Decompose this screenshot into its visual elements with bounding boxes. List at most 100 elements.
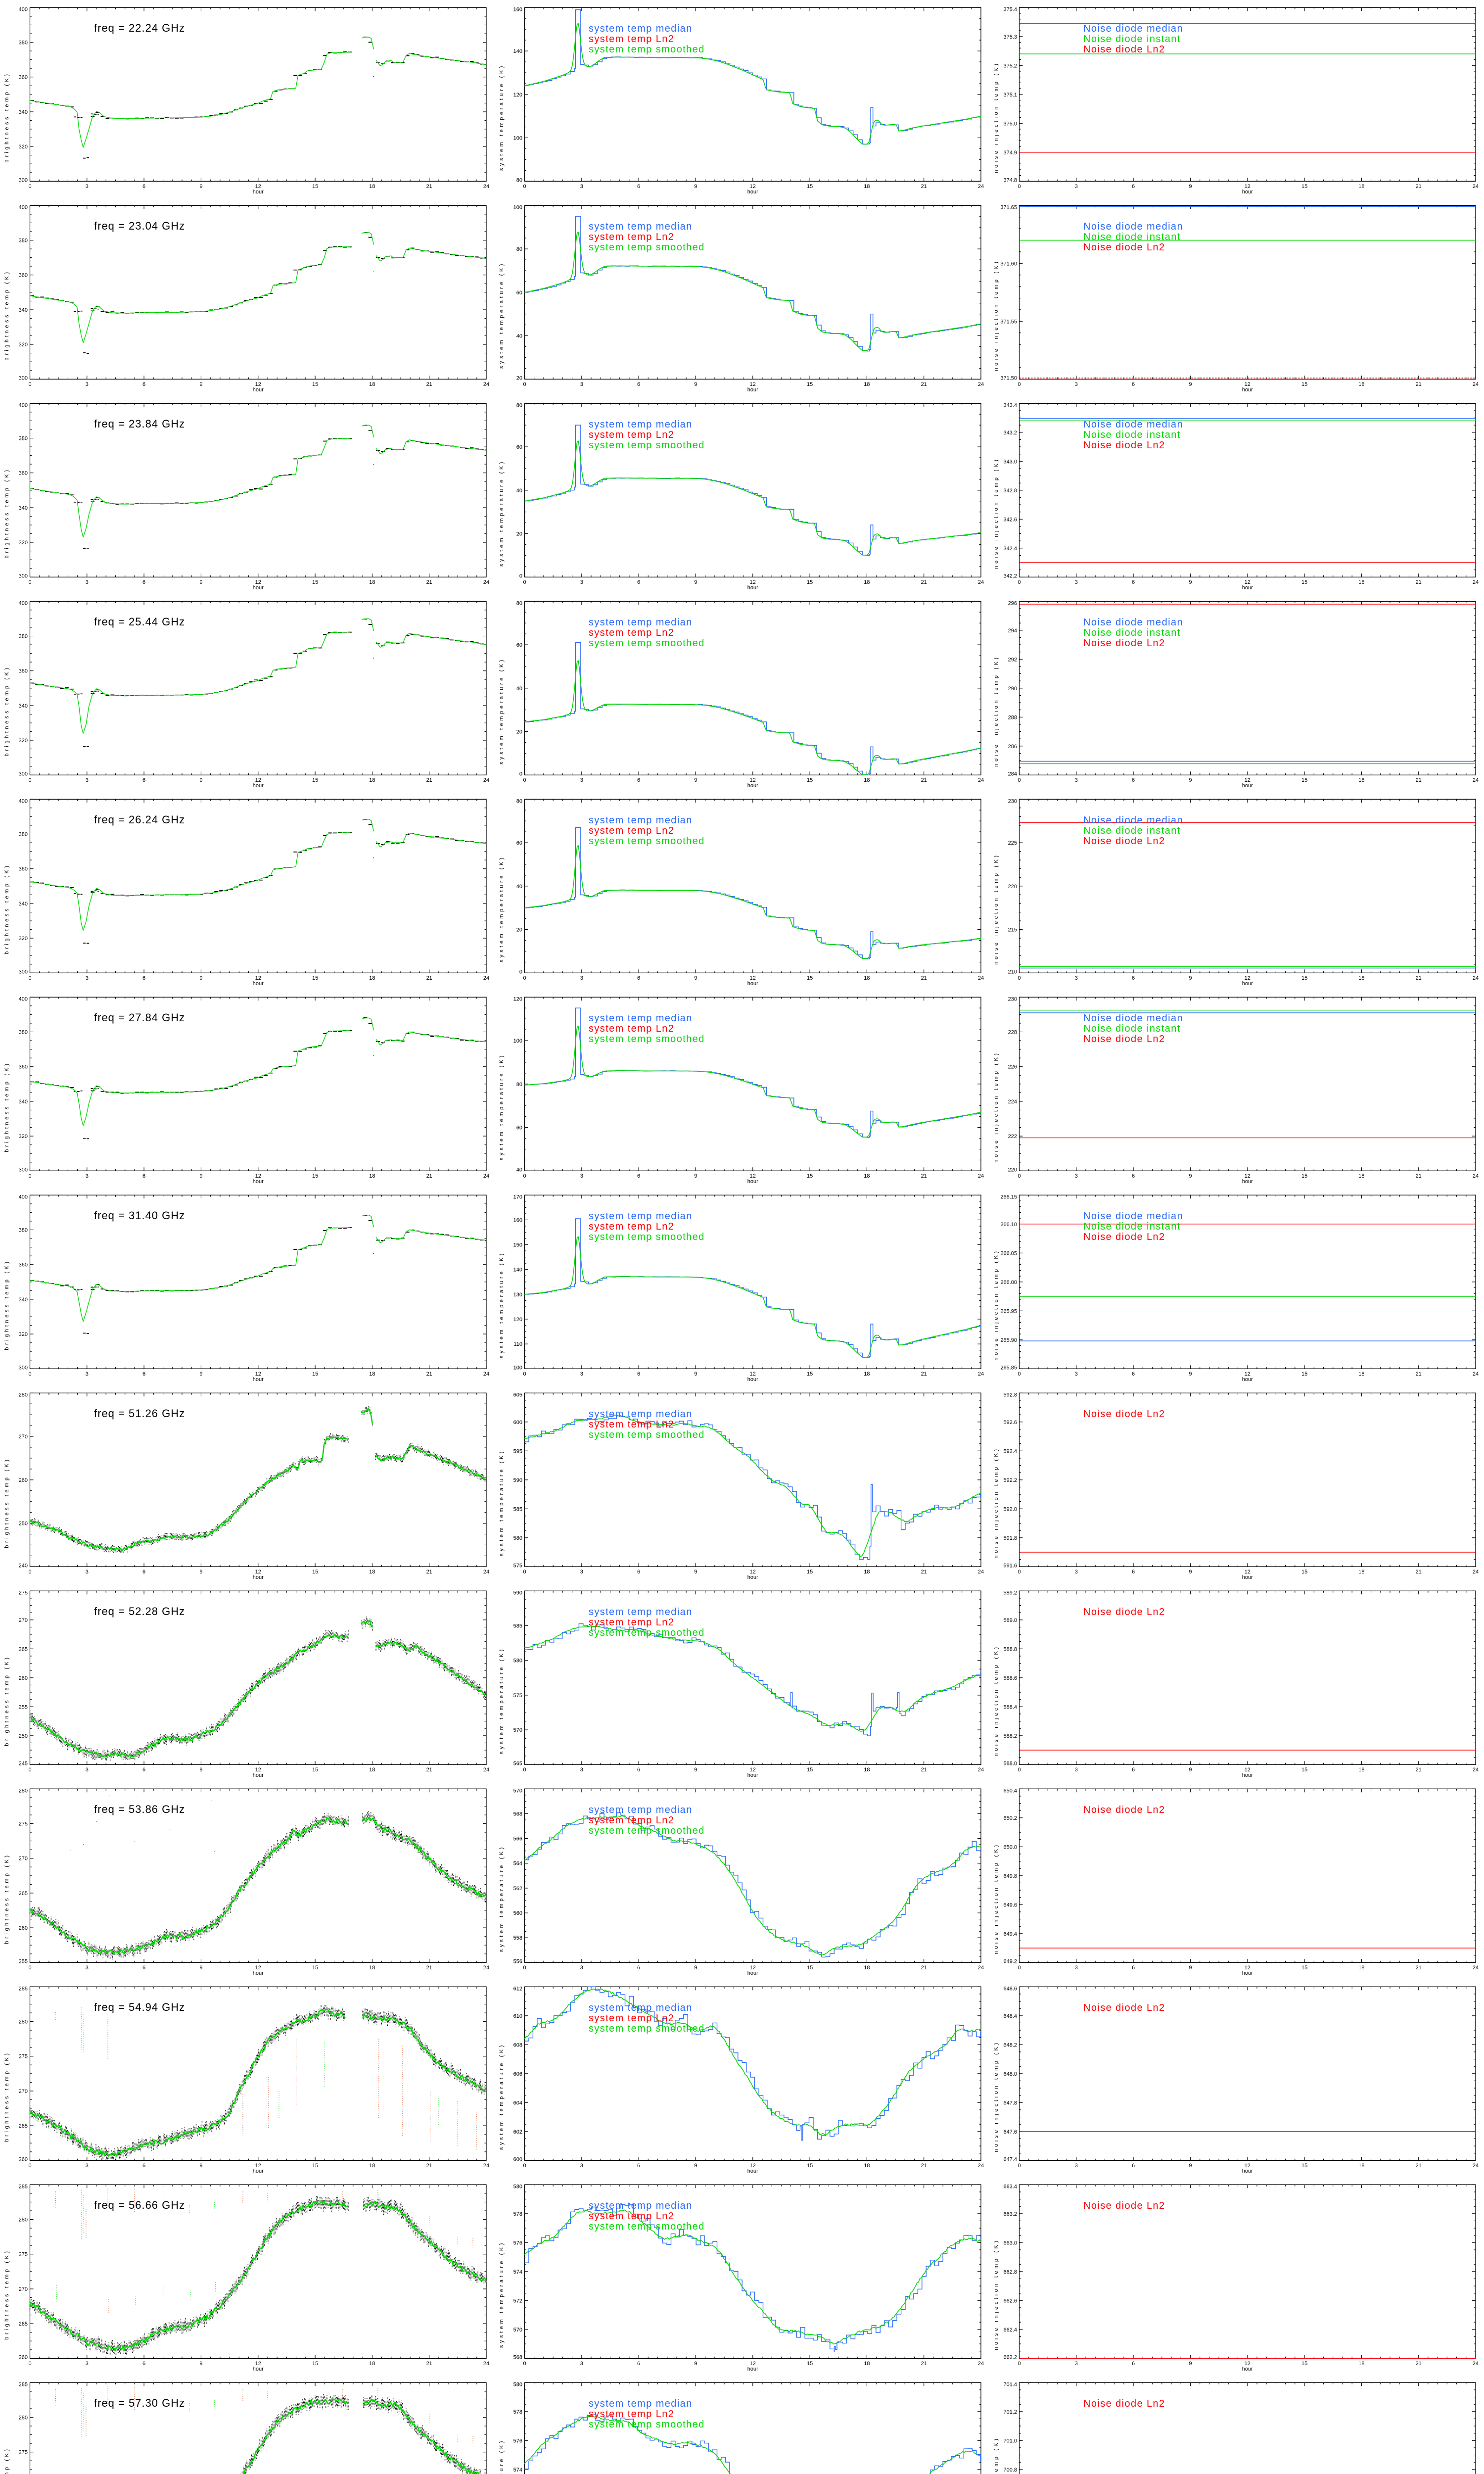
- svg-text:18: 18: [1358, 777, 1364, 783]
- svg-text:system temp Ln2: system temp Ln2: [589, 2211, 674, 2222]
- svg-text:20: 20: [516, 531, 522, 537]
- svg-text:380: 380: [19, 634, 28, 640]
- svg-text:21: 21: [921, 1767, 927, 1773]
- svg-text:3: 3: [580, 1569, 583, 1575]
- svg-text:12: 12: [255, 184, 261, 190]
- svg-text:9: 9: [1189, 381, 1192, 387]
- svg-text:system temp Ln2: system temp Ln2: [589, 232, 674, 242]
- svg-text:265.95: 265.95: [1000, 1308, 1017, 1314]
- svg-text:noise injection temp (K): noise injection temp (K): [993, 1447, 999, 1558]
- svg-text:9: 9: [1189, 2361, 1192, 2367]
- svg-text:9: 9: [694, 1767, 697, 1773]
- svg-text:system temp median: system temp median: [589, 2398, 693, 2409]
- svg-text:15: 15: [312, 1767, 318, 1773]
- svg-text:brightness temp (K): brightness temp (K): [4, 270, 10, 360]
- svg-text:245: 245: [19, 1760, 28, 1766]
- svg-text:noise injection temp (K): noise injection temp (K): [993, 61, 999, 173]
- svg-text:noise injection temp (K): noise injection temp (K): [993, 853, 999, 964]
- svg-text:380: 380: [19, 1228, 28, 1234]
- svg-text:15: 15: [807, 1173, 813, 1179]
- svg-text:0: 0: [1018, 2361, 1020, 2367]
- svg-text:120: 120: [513, 92, 522, 98]
- svg-text:noise injection temp (K): noise injection temp (K): [993, 259, 999, 371]
- svg-text:240: 240: [19, 1563, 28, 1569]
- svg-text:hour: hour: [747, 1377, 758, 1382]
- svg-text:15: 15: [1301, 975, 1307, 981]
- svg-text:freq = 25.44 GHz: freq = 25.44 GHz: [94, 616, 185, 628]
- svg-text:275: 275: [19, 2450, 28, 2456]
- svg-text:649.4: 649.4: [1003, 1931, 1017, 1937]
- svg-text:360: 360: [19, 471, 28, 476]
- svg-text:24: 24: [483, 579, 489, 585]
- svg-text:3: 3: [580, 777, 583, 783]
- svg-text:110: 110: [513, 1341, 522, 1347]
- svg-text:system temp median: system temp median: [589, 617, 693, 628]
- svg-text:3: 3: [86, 1767, 89, 1773]
- svg-text:260: 260: [19, 1925, 28, 1931]
- svg-text:6: 6: [1132, 777, 1135, 783]
- svg-text:374.8: 374.8: [1003, 177, 1017, 183]
- svg-text:565: 565: [513, 1760, 522, 1766]
- svg-text:0: 0: [28, 1569, 31, 1575]
- svg-text:343.2: 343.2: [1003, 430, 1017, 436]
- svg-text:6: 6: [1132, 2163, 1135, 2169]
- svg-text:210: 210: [1008, 969, 1017, 975]
- svg-text:0: 0: [28, 184, 31, 190]
- svg-text:freq = 23.04 GHz: freq = 23.04 GHz: [94, 220, 185, 232]
- svg-text:588.0: 588.0: [1003, 1760, 1017, 1766]
- svg-text:160: 160: [513, 1217, 522, 1223]
- svg-text:18: 18: [864, 1569, 870, 1575]
- svg-text:system temp median: system temp median: [589, 1211, 693, 1222]
- svg-text:15: 15: [312, 1569, 318, 1575]
- svg-text:576: 576: [513, 2438, 522, 2444]
- svg-text:3: 3: [1075, 1767, 1078, 1773]
- svg-text:21: 21: [1416, 1173, 1422, 1179]
- svg-text:12: 12: [1245, 2163, 1251, 2169]
- svg-text:380: 380: [19, 238, 28, 244]
- svg-text:system temp median: system temp median: [589, 1409, 693, 1420]
- svg-text:6: 6: [142, 975, 145, 981]
- svg-text:18: 18: [369, 381, 375, 387]
- svg-text:400: 400: [19, 402, 28, 408]
- svg-text:0: 0: [523, 579, 526, 585]
- svg-text:brightness temp (K): brightness temp (K): [4, 1061, 10, 1152]
- svg-text:649.2: 649.2: [1003, 1958, 1017, 1964]
- svg-text:6: 6: [1132, 1371, 1135, 1377]
- svg-text:15: 15: [807, 1965, 813, 1971]
- svg-text:system temp Ln2: system temp Ln2: [589, 627, 674, 638]
- svg-text:system temp median: system temp median: [589, 2002, 693, 2013]
- svg-text:15: 15: [1301, 2163, 1307, 2169]
- svg-text:Noise diode median: Noise diode median: [1083, 617, 1183, 628]
- svg-text:hour: hour: [253, 387, 264, 393]
- svg-text:system temp median: system temp median: [589, 1805, 693, 1815]
- svg-text:hour: hour: [747, 1970, 758, 1976]
- svg-text:12: 12: [1245, 184, 1251, 190]
- svg-text:230: 230: [1008, 996, 1017, 1002]
- svg-text:0: 0: [1018, 381, 1020, 387]
- svg-text:0: 0: [1018, 1173, 1020, 1179]
- svg-text:9: 9: [199, 1371, 202, 1377]
- svg-text:340: 340: [19, 901, 28, 907]
- svg-text:hour: hour: [1242, 1772, 1253, 1778]
- svg-text:hour: hour: [747, 2168, 758, 2174]
- svg-text:3: 3: [86, 1173, 89, 1179]
- svg-text:0: 0: [519, 573, 522, 579]
- svg-text:140: 140: [513, 48, 522, 54]
- svg-text:system temperature (K): system temperature (K): [499, 262, 505, 369]
- svg-text:0: 0: [1018, 579, 1020, 585]
- svg-text:280: 280: [19, 2019, 28, 2025]
- svg-text:freq = 53.86 GHz: freq = 53.86 GHz: [94, 1803, 185, 1815]
- svg-text:0: 0: [523, 1965, 526, 1971]
- svg-text:0: 0: [1018, 1371, 1020, 1377]
- svg-text:260: 260: [19, 1477, 28, 1483]
- svg-text:222: 222: [1008, 1134, 1017, 1140]
- svg-text:342.4: 342.4: [1003, 546, 1017, 552]
- svg-text:701.2: 701.2: [1003, 2409, 1017, 2415]
- svg-text:606: 606: [513, 2071, 522, 2077]
- svg-text:Noise diode instant: Noise diode instant: [1083, 232, 1181, 242]
- svg-text:hour: hour: [253, 2168, 264, 2174]
- svg-text:578: 578: [513, 2211, 522, 2217]
- svg-text:system temp Ln2: system temp Ln2: [589, 2013, 674, 2024]
- svg-text:system temp median: system temp median: [589, 1013, 693, 1024]
- svg-text:24: 24: [1473, 1173, 1479, 1179]
